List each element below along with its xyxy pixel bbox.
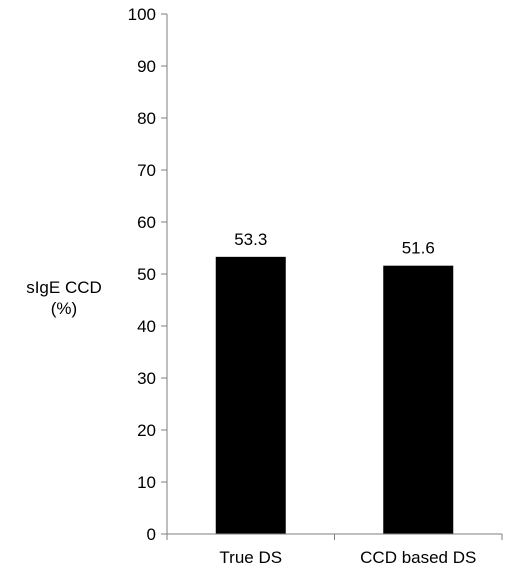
y-tick-label: 50 [137,265,156,284]
y-tick-label: 70 [137,161,156,180]
x-axis-ticks: True DS CCD based DS [166,534,503,567]
data-label: 53.3 [234,230,267,249]
data-labels: 53.3 51.6 [234,230,435,258]
bar [383,265,454,534]
y-tick-label: 90 [137,57,156,76]
bars [215,256,454,534]
y-tick-label: 60 [137,213,156,232]
y-axis-title-line: (%) [51,299,77,318]
y-tick-label: 30 [137,369,156,388]
x-tick-label: CCD based DS [360,548,476,567]
y-tick-label: 80 [137,109,156,128]
y-tick-label: 100 [128,5,156,24]
y-tick-label: 0 [147,525,156,544]
y-axis-title: sIgE CCD (%) [26,278,102,318]
y-axis-ticks: 0 10 20 30 40 50 60 70 80 90 100 [128,5,167,544]
axes [166,14,502,535]
y-tick-label: 20 [137,421,156,440]
y-axis-title-line: sIgE CCD [26,278,102,297]
x-tick-label: True DS [219,548,282,567]
y-axis-title-text: sIgE CCD (%) [26,278,102,318]
data-label: 51.6 [402,239,435,258]
bar [215,256,286,534]
y-tick-label: 10 [137,473,156,492]
y-tick-label: 40 [137,317,156,336]
